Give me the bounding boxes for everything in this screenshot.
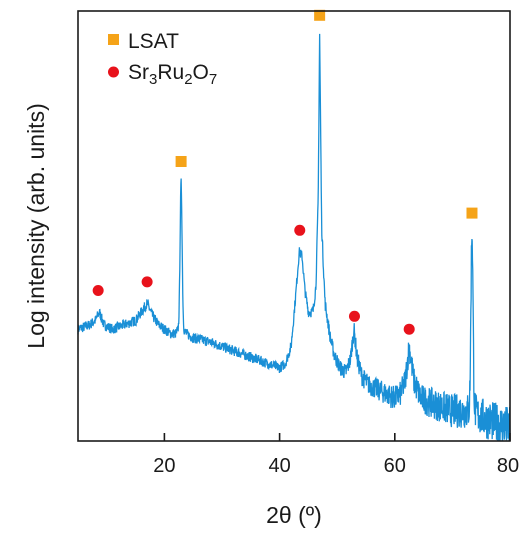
sro-marker bbox=[294, 224, 306, 236]
sro-marker bbox=[92, 285, 104, 296]
legend: LSAT Sr3Ru2O7 bbox=[108, 30, 217, 88]
lsat-marker bbox=[314, 9, 326, 21]
legend-sro-label: Sr3Ru2O7 bbox=[128, 61, 217, 88]
legend-sro-sr: Sr bbox=[128, 61, 149, 84]
x-tick-label: 60 bbox=[384, 455, 406, 477]
sro-marker bbox=[403, 323, 415, 335]
legend-lsat-marker bbox=[108, 34, 119, 45]
legend-sro-sub2: 2 bbox=[184, 71, 192, 88]
legend-sro-ru: Ru bbox=[157, 61, 184, 84]
lsat-marker bbox=[466, 207, 478, 219]
legend-sro-sub3: 3 bbox=[149, 71, 157, 88]
plot-frame bbox=[77, 10, 511, 442]
sro-marker bbox=[141, 276, 153, 288]
x-tick-label: 80 bbox=[497, 455, 519, 477]
sro-marker bbox=[348, 310, 360, 322]
x-tick-label: 20 bbox=[153, 455, 175, 477]
xrd-trace bbox=[77, 33, 511, 442]
x-tick-label: 40 bbox=[268, 455, 290, 477]
legend-sro-marker bbox=[108, 66, 119, 78]
lsat-marker bbox=[175, 156, 187, 167]
x-axis-label: 2θ (º) bbox=[266, 502, 322, 528]
legend-lsat-label: LSAT bbox=[128, 30, 179, 53]
y-axis-label: Log intensity (arb. units) bbox=[23, 103, 49, 348]
legend-sro-o: O bbox=[193, 61, 209, 84]
legend-sro-sub7: 7 bbox=[209, 71, 217, 88]
